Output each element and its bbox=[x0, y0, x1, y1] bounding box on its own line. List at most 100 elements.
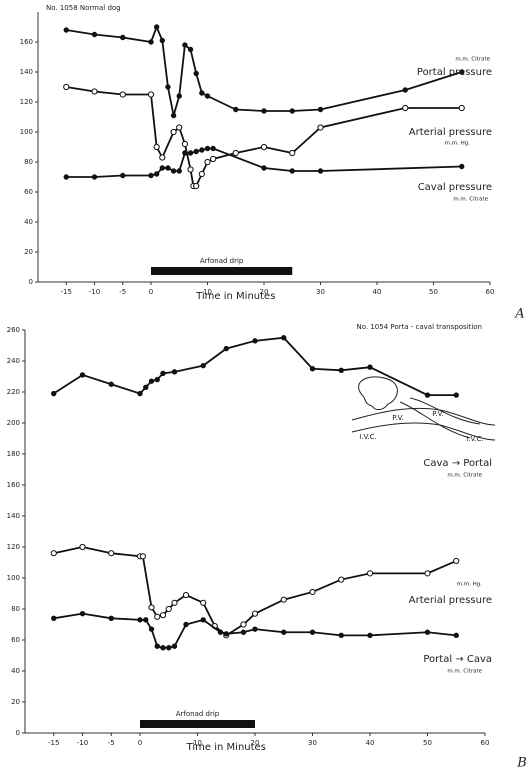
data-point bbox=[232, 149, 239, 157]
data-point bbox=[402, 104, 409, 112]
data-point bbox=[200, 599, 207, 606]
x-tick-label: 20 bbox=[251, 739, 260, 747]
x-tick-label: -10 bbox=[77, 739, 88, 747]
data-point bbox=[147, 91, 155, 98]
data-point bbox=[317, 106, 324, 113]
x-tick-label: 50 bbox=[429, 288, 438, 296]
series-line bbox=[53, 546, 457, 637]
data-point bbox=[260, 143, 268, 151]
data-point bbox=[182, 150, 188, 156]
data-point bbox=[63, 27, 69, 33]
data-point bbox=[165, 605, 172, 613]
vessel bbox=[409, 397, 481, 425]
series-line bbox=[53, 612, 457, 649]
data-point bbox=[51, 390, 57, 397]
data-point bbox=[199, 147, 205, 153]
data-point bbox=[338, 632, 344, 639]
data-point bbox=[120, 172, 126, 179]
data-point bbox=[166, 645, 172, 651]
x-tick-label: 0 bbox=[149, 288, 153, 296]
y-tick-label: 20 bbox=[24, 248, 33, 256]
data-point bbox=[317, 124, 324, 131]
data-point bbox=[176, 124, 183, 131]
data-point bbox=[233, 106, 239, 113]
data-point bbox=[458, 104, 465, 112]
series-label: Arterial pressure bbox=[409, 595, 492, 606]
chart-title: No. 1058 Normal dog bbox=[46, 4, 121, 12]
annotation: m.m. Citrate bbox=[455, 57, 490, 63]
x-tick-label: -15 bbox=[61, 288, 72, 296]
data-point bbox=[176, 93, 182, 99]
data-point bbox=[139, 553, 146, 560]
data-point bbox=[159, 612, 167, 619]
data-point bbox=[367, 632, 373, 639]
data-point bbox=[193, 70, 199, 77]
data-point bbox=[148, 626, 155, 632]
data-point bbox=[187, 46, 194, 53]
data-point bbox=[280, 596, 287, 603]
y-tick-label: 100 bbox=[20, 128, 33, 136]
data-point bbox=[453, 392, 459, 398]
series-label: Portal pressure bbox=[417, 67, 492, 78]
y-tick-label: 140 bbox=[20, 68, 33, 76]
x-tick-label: 40 bbox=[366, 739, 375, 747]
vessel bbox=[399, 401, 471, 439]
data-point bbox=[160, 645, 166, 651]
data-point bbox=[289, 108, 295, 114]
data-point bbox=[309, 366, 316, 372]
data-point bbox=[317, 168, 324, 174]
annotation: I.V.C. bbox=[466, 435, 484, 443]
data-point bbox=[223, 631, 229, 637]
data-point bbox=[143, 617, 149, 623]
data-point bbox=[176, 168, 182, 174]
y-tick-label: 160 bbox=[20, 38, 33, 46]
data-point bbox=[79, 610, 86, 617]
data-point bbox=[148, 39, 154, 45]
y-tick-label: 0 bbox=[29, 278, 33, 286]
data-point bbox=[252, 338, 258, 344]
data-point bbox=[181, 140, 188, 148]
x-tick-label: -15 bbox=[48, 739, 59, 747]
data-point bbox=[159, 165, 166, 171]
data-point bbox=[159, 37, 166, 44]
data-point bbox=[204, 158, 211, 166]
x-tick-label: 10 bbox=[193, 739, 202, 747]
series-line bbox=[66, 24, 463, 116]
annotation: P.V. bbox=[432, 410, 443, 418]
y-tick-label: 260 bbox=[7, 326, 20, 334]
y-tick-label: 40 bbox=[11, 667, 20, 675]
y-tick-label: 60 bbox=[11, 636, 20, 644]
data-point bbox=[148, 378, 155, 384]
anatomy-diagram bbox=[351, 376, 496, 441]
drip-bar bbox=[151, 267, 293, 275]
x-tick-label: 60 bbox=[481, 739, 490, 747]
series-line bbox=[53, 336, 457, 396]
data-point bbox=[210, 145, 216, 152]
data-point bbox=[424, 570, 431, 577]
data-point bbox=[424, 392, 431, 398]
y-tick-label: 100 bbox=[7, 574, 20, 582]
data-point bbox=[223, 345, 229, 352]
data-point bbox=[170, 168, 177, 174]
data-point bbox=[261, 165, 267, 171]
data-point bbox=[281, 335, 287, 341]
data-point bbox=[108, 615, 114, 621]
y-tick-label: 20 bbox=[11, 698, 20, 706]
data-point bbox=[251, 610, 259, 617]
y-tick-label: 120 bbox=[7, 543, 20, 551]
series-line bbox=[66, 147, 462, 178]
data-point bbox=[240, 621, 247, 628]
panel-label: A bbox=[514, 307, 524, 322]
data-point bbox=[199, 90, 205, 96]
data-point bbox=[108, 381, 114, 387]
data-point bbox=[309, 629, 316, 635]
data-point bbox=[79, 543, 86, 551]
data-point bbox=[153, 24, 160, 30]
data-point bbox=[367, 364, 373, 370]
data-point bbox=[91, 88, 98, 95]
data-point bbox=[252, 626, 258, 632]
data-point bbox=[289, 168, 295, 174]
data-point bbox=[143, 384, 149, 391]
data-point bbox=[154, 376, 160, 383]
